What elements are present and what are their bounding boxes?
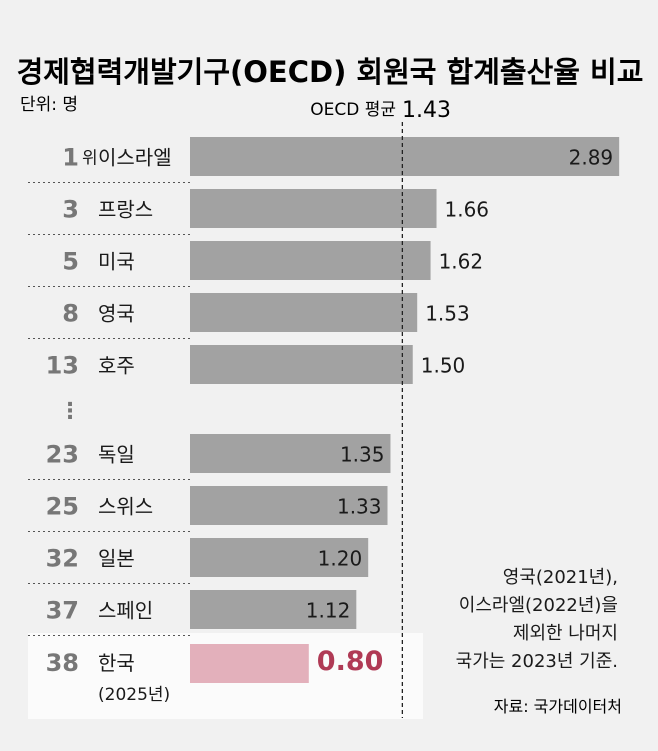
rank-label: 38 bbox=[46, 649, 79, 677]
country-label: 스페인 bbox=[98, 599, 153, 623]
country-sublabel: (2025년) bbox=[98, 685, 170, 705]
rank-label: 8 bbox=[62, 300, 79, 328]
highlight-bar bbox=[190, 644, 309, 683]
bar bbox=[190, 434, 391, 473]
bar-row: 25 스위스 1.33 bbox=[28, 486, 388, 532]
bar bbox=[190, 345, 413, 384]
footnote-line: 제외한 나머지 bbox=[513, 623, 618, 644]
country-label: 한국 bbox=[98, 651, 135, 675]
value-label: 1.20 bbox=[318, 547, 363, 571]
rank-label: 25 bbox=[46, 493, 79, 521]
unit-label: 단위: 명 bbox=[20, 95, 78, 115]
rank-label: 37 bbox=[46, 597, 79, 625]
country-label: 스위스 bbox=[98, 495, 153, 519]
bar-row: 13 호주 1.50 bbox=[46, 345, 466, 384]
oecd-average-label: OECD 평균 bbox=[310, 100, 396, 120]
country-label: 프랑스 bbox=[98, 198, 153, 222]
bar-row: 23 독일 1.35 bbox=[28, 434, 391, 480]
bar-row: 1 위 이스라엘 2.89 bbox=[28, 137, 620, 183]
chart-title: 경제협력개발기구(OECD) 회원국 합계출산율 비교 bbox=[17, 55, 644, 89]
source-note: 자료: 국가데이터처 bbox=[494, 697, 622, 716]
oecd-average-annotation: OECD 평균 1.43 bbox=[310, 98, 451, 123]
bar bbox=[190, 189, 437, 228]
bar bbox=[190, 241, 431, 280]
value-label: 0.80 bbox=[317, 646, 384, 677]
value-label: 1.62 bbox=[439, 250, 484, 274]
bar bbox=[190, 538, 369, 577]
rank-label: 3 bbox=[62, 196, 79, 224]
bar bbox=[190, 486, 388, 525]
country-label: 호주 bbox=[98, 354, 135, 378]
bar-row: 37 스페인 1.12 bbox=[28, 590, 357, 636]
country-label: 독일 bbox=[98, 443, 135, 467]
bar-row: 5 미국 1.62 bbox=[28, 241, 483, 287]
bar-row: 8 영국 1.53 bbox=[28, 293, 470, 339]
footnote-line: 이스라엘(2022년)을 bbox=[459, 595, 618, 616]
rank-suffix: 위 bbox=[82, 149, 98, 169]
country-label: 이스라엘 bbox=[98, 146, 172, 170]
bar bbox=[190, 293, 418, 332]
rank-label: 32 bbox=[46, 545, 79, 573]
bar bbox=[190, 590, 357, 629]
value-label: 1.53 bbox=[425, 302, 470, 326]
bar-row: 38 한국 (2025년) 0.80 bbox=[46, 644, 384, 705]
gap-marker: ⋮ bbox=[59, 399, 81, 424]
value-label: 1.50 bbox=[421, 354, 466, 378]
rank-label: 1 bbox=[62, 144, 79, 172]
bar-row: 3 프랑스 1.66 bbox=[28, 189, 489, 235]
rank-label: 23 bbox=[46, 441, 79, 469]
bar-row: 32 일본 1.20 bbox=[28, 538, 369, 584]
country-label: 미국 bbox=[98, 250, 135, 274]
rank-label: 5 bbox=[62, 248, 79, 276]
rank-label: 13 bbox=[46, 352, 79, 380]
country-label: 일본 bbox=[98, 547, 135, 571]
bar-rows: 1 위 이스라엘 2.89 3 프랑스 1.66 5 미국 1.62 8 영국 1.53 13 호주 1.50… bbox=[28, 137, 620, 705]
value-label: 1.12 bbox=[306, 599, 351, 623]
country-label: 영국 bbox=[98, 302, 135, 326]
footnote-line: 국가는 2023년 기준. bbox=[456, 651, 618, 672]
value-label: 1.35 bbox=[340, 443, 385, 467]
value-label: 2.89 bbox=[569, 146, 614, 170]
oecd-average-value: 1.43 bbox=[402, 98, 451, 123]
value-label: 1.33 bbox=[337, 495, 382, 519]
value-label: 1.66 bbox=[445, 198, 490, 222]
bar bbox=[190, 137, 620, 176]
footnote-line: 영국(2021년), bbox=[503, 567, 618, 588]
